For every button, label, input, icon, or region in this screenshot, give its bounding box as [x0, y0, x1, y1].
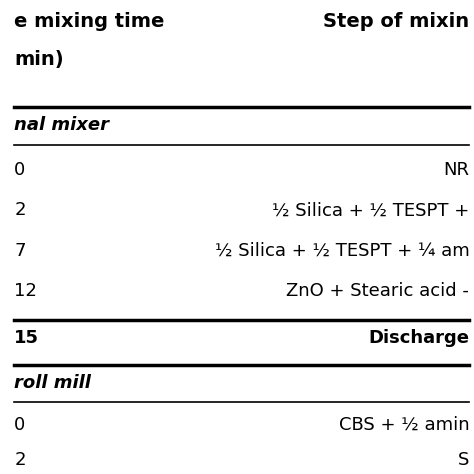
Text: 0: 0 [14, 416, 26, 434]
Text: nal mixer: nal mixer [14, 116, 109, 134]
Text: ½ Silica + ½ TESPT + ¼ am: ½ Silica + ½ TESPT + ¼ am [215, 242, 469, 260]
Text: S: S [458, 451, 469, 469]
Text: e mixing time: e mixing time [14, 12, 164, 31]
Text: 2: 2 [14, 201, 26, 219]
Text: NR: NR [443, 161, 469, 179]
Text: 15: 15 [14, 329, 39, 347]
Text: 0: 0 [14, 161, 26, 179]
Text: 2: 2 [14, 451, 26, 469]
Text: 12: 12 [14, 282, 37, 300]
Text: Step of mixin: Step of mixin [323, 12, 469, 31]
Text: ZnO + Stearic acid -: ZnO + Stearic acid - [286, 282, 469, 300]
Text: Discharge: Discharge [368, 329, 469, 347]
Text: roll mill: roll mill [14, 374, 91, 392]
Text: CBS + ½ amin: CBS + ½ amin [338, 416, 469, 434]
Text: 7: 7 [14, 242, 26, 260]
Text: ½ Silica + ½ TESPT +: ½ Silica + ½ TESPT + [272, 201, 469, 219]
Text: min): min) [14, 50, 64, 69]
